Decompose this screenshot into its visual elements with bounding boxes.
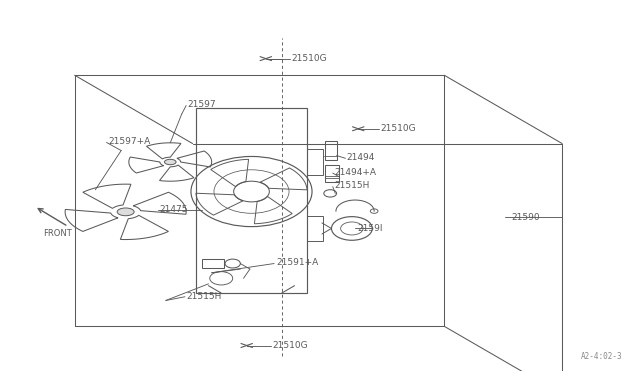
Bar (202, 259, 225, 268)
Text: 21510G: 21510G (272, 341, 308, 350)
Text: 21515H: 21515H (334, 182, 369, 190)
Text: 21515H: 21515H (186, 292, 221, 301)
Text: 21591+A: 21591+A (276, 258, 319, 267)
Text: 21590: 21590 (511, 213, 540, 222)
Bar (307, 215, 323, 241)
Text: 21494: 21494 (347, 153, 375, 162)
Text: 21494+A: 21494+A (334, 168, 376, 177)
Ellipse shape (117, 208, 134, 216)
Text: 21597+A: 21597+A (108, 137, 150, 146)
Bar (325, 164, 339, 182)
Bar (325, 141, 337, 160)
Text: 21510G: 21510G (380, 124, 415, 133)
Text: 21510G: 21510G (291, 54, 327, 63)
Text: A2-4:02-3: A2-4:02-3 (581, 352, 623, 361)
Text: FRONT: FRONT (43, 229, 72, 238)
Text: 21597: 21597 (188, 100, 216, 109)
Bar (196, 109, 307, 293)
Text: 21475: 21475 (159, 205, 188, 214)
Bar (307, 149, 323, 175)
Text: 2159l: 2159l (357, 224, 383, 233)
Ellipse shape (164, 159, 176, 165)
